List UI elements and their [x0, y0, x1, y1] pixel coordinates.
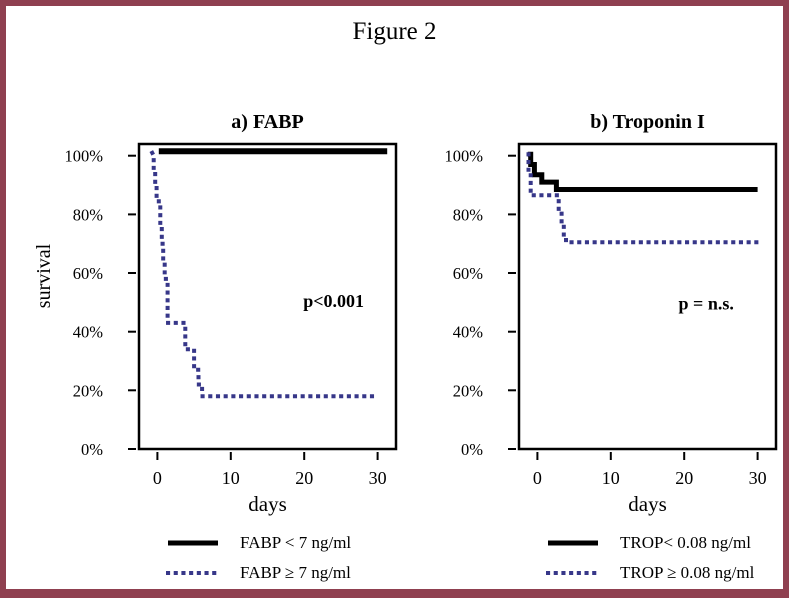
x-axis-label: days [628, 492, 667, 516]
y-tick-label: 80% [73, 205, 104, 224]
legend-label: FABP < 7 ng/ml [240, 533, 352, 552]
y-tick-label: 40% [453, 323, 484, 342]
p-value-annotation: p<0.001 [303, 291, 364, 311]
fabp-survival-chart: 0% 20% 40% 60% 80% 100% 0 10 20 30 days survival p<0… [36, 142, 398, 516]
figure-title: Figure 2 [352, 18, 437, 45]
fabp-legend: FABP < 7 ng/ml FABP ≥ 7 ng/ml [166, 533, 351, 583]
legend-label: TROP< 0.08 ng/ml [620, 533, 751, 552]
y-tick-label: 0% [81, 440, 103, 459]
solid-line-swatch [548, 540, 598, 546]
x-tick-label: 0 [533, 468, 542, 488]
plot-box [137, 142, 398, 451]
y-tick-label: 80% [453, 205, 484, 224]
plot-box [517, 142, 778, 451]
p-value-annotation: p = n.s. [679, 294, 734, 314]
y-tick-label: 100% [65, 147, 104, 166]
y-tick-label: 40% [73, 323, 104, 342]
x-tick-label: 30 [749, 468, 767, 488]
x-tick-label: 0 [153, 468, 162, 488]
panel-fabp-title: a) FABP [231, 110, 304, 133]
survival-curve [149, 150, 378, 399]
legend-label: FABP ≥ 7 ng/ml [240, 563, 351, 582]
panel-troponin: b) Troponin I 0% 20% 40% 60% 80% 100% 0 10 20 30 d… [416, 91, 783, 589]
x-axis-label: days [248, 492, 287, 516]
legend-label: TROP ≥ 0.08 ng/ml [620, 563, 755, 582]
panel-troponin-title: b) Troponin I [590, 110, 705, 133]
x-tick-label: 10 [602, 468, 620, 488]
legend-item-trop-high: TROP ≥ 0.08 ng/ml [546, 563, 754, 583]
x-tick-label: 20 [295, 468, 313, 488]
survival-curve [526, 152, 760, 245]
y-tick-label: 20% [453, 381, 484, 400]
y-tick-label: 60% [73, 264, 104, 283]
legend-item-trop-low: TROP< 0.08 ng/ml [546, 533, 754, 553]
y-tick-label: 20% [73, 381, 104, 400]
x-tick-label: 10 [222, 468, 240, 488]
troponin-survival-chart: 0% 20% 40% 60% 80% 100% 0 10 20 30 days p = n.s. [445, 142, 778, 516]
y-tick-label: 60% [453, 264, 484, 283]
panel-fabp: a) FABP 0% 20% 40% 60% 80% 100% 0 10 20 30 days sur… [36, 91, 406, 589]
dotted-line-swatch [166, 571, 220, 575]
y-tick-label: 100% [445, 147, 484, 166]
y-axis-label: survival [36, 243, 55, 308]
legend-item-fabp-high: FABP ≥ 7 ng/ml [166, 563, 351, 583]
dotted-line-swatch [546, 571, 600, 575]
legend-item-fabp-low: FABP < 7 ng/ml [166, 533, 351, 553]
survival-curve [527, 151, 758, 192]
x-tick-label: 30 [369, 468, 387, 488]
y-tick-label: 0% [461, 440, 483, 459]
x-tick-label: 20 [675, 468, 693, 488]
troponin-legend: TROP< 0.08 ng/ml TROP ≥ 0.08 ng/ml [546, 533, 754, 583]
solid-line-swatch [168, 540, 218, 546]
